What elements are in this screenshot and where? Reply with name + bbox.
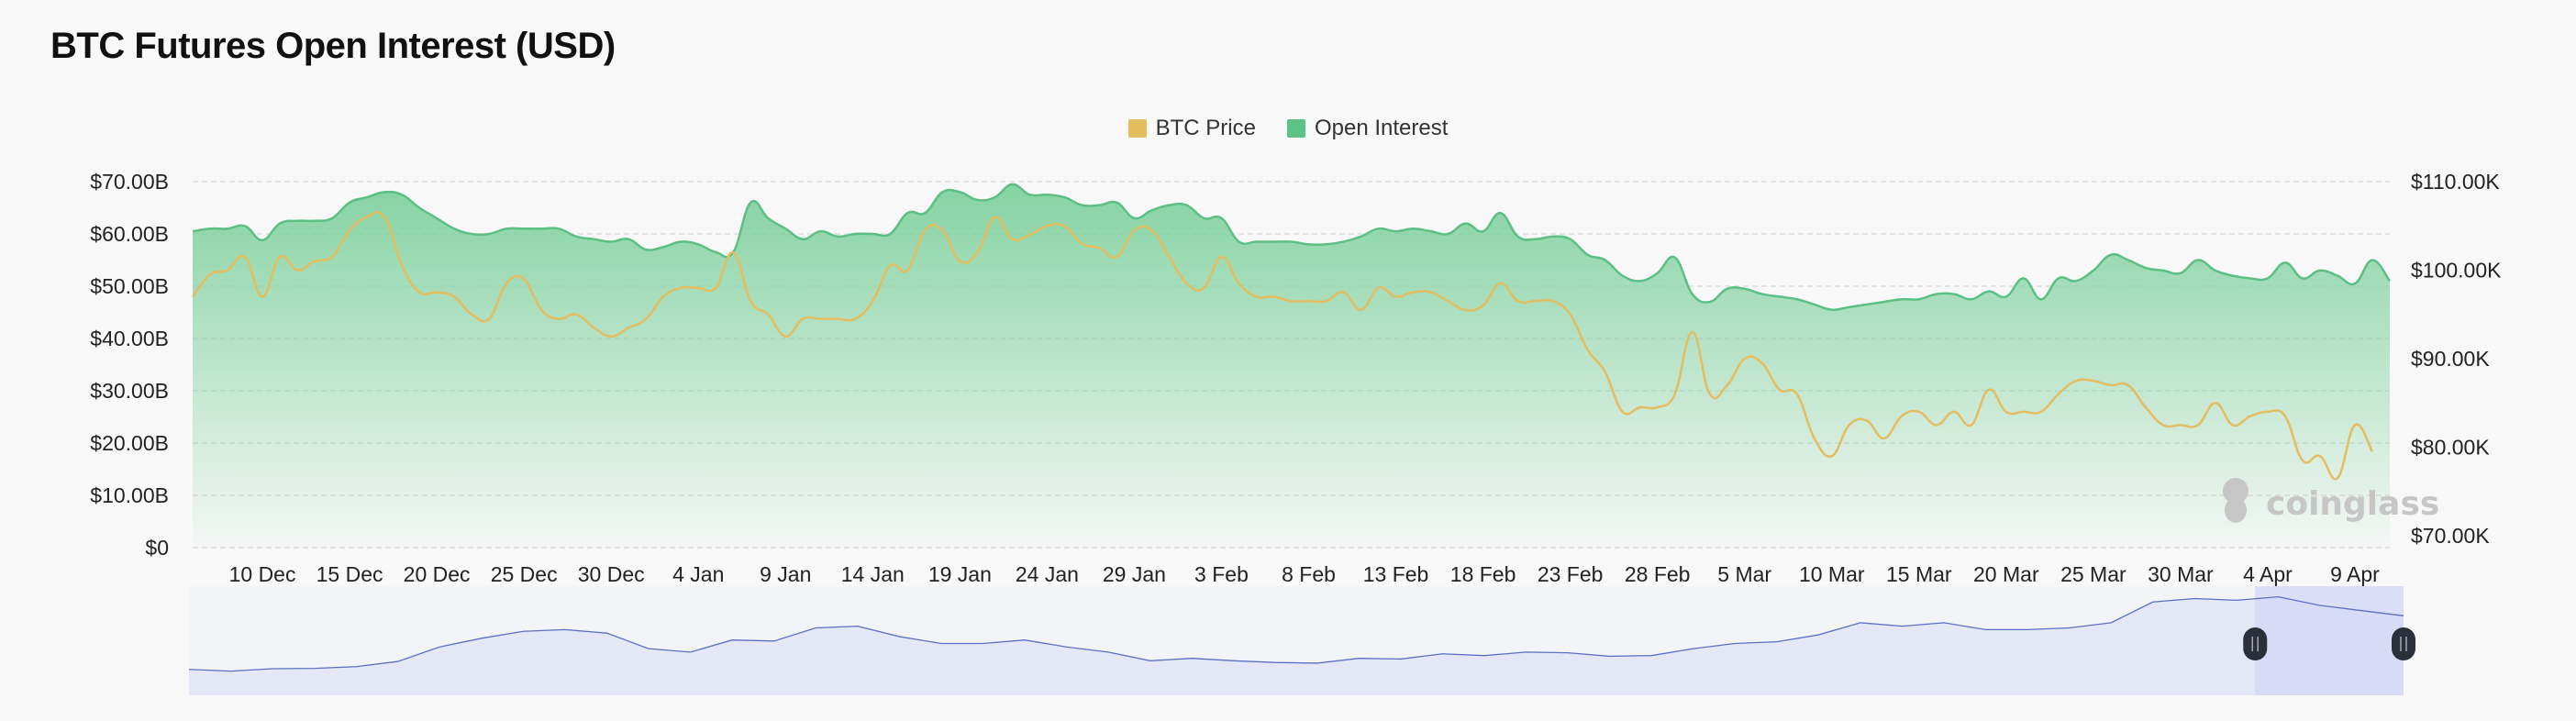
- x-tick-label: 5 Mar: [1717, 562, 1771, 586]
- y-right-tick-label: $90.00K: [2411, 347, 2490, 371]
- x-tick-label: 19 Jan: [928, 562, 992, 586]
- square-icon: [1286, 119, 1305, 138]
- x-tick-label: 14 Jan: [841, 562, 905, 586]
- x-tick-label: 28 Feb: [1625, 562, 1691, 586]
- legend: BTC Price Open Interest: [0, 116, 2576, 141]
- handle-grip-icon: [2243, 627, 2268, 660]
- x-tick-label: 9 Apr: [2330, 562, 2380, 586]
- square-icon: [1127, 119, 1147, 138]
- x-tick-label: 8 Feb: [1282, 562, 1336, 586]
- y-axis-right: $70.00K $80.00K $90.00K $100.00K $110.00K: [2411, 170, 2502, 548]
- x-tick-label: 4 Jan: [672, 562, 724, 586]
- navigator-handle-right[interactable]: [2392, 627, 2415, 660]
- y-left-tick-label: $40.00B: [90, 327, 169, 350]
- y-left-tick-label: $70.00B: [90, 170, 169, 194]
- x-tick-label: 24 Jan: [1016, 562, 1079, 586]
- legend-item-open-interest[interactable]: Open Interest: [1286, 116, 1449, 141]
- navigator[interactable]: [188, 586, 2415, 695]
- x-tick-label: 30 Mar: [2148, 562, 2214, 586]
- open-interest-line: [192, 183, 2392, 311]
- x-tick-label: 15 Mar: [1886, 562, 1952, 586]
- y-axis-left: $0 $10.00B $20.00B $30.00B $40.00B $50.00B $60…: [90, 170, 169, 560]
- y-left-tick-label: $30.00B: [90, 379, 169, 403]
- y-right-tick-label: $110.00K: [2411, 170, 2500, 194]
- x-tick-label: 30 Dec: [578, 562, 645, 586]
- y-left-tick-label: $0: [145, 536, 169, 560]
- x-tick-label: 9 Jan: [760, 562, 811, 586]
- x-tick-label: 25 Dec: [491, 562, 558, 586]
- y-right-tick-label: $100.00K: [2411, 259, 2502, 283]
- handle-grip-icon: [2392, 627, 2415, 660]
- x-tick-label: 10 Mar: [1799, 562, 1865, 586]
- navigator-handle-left[interactable]: [2243, 627, 2268, 660]
- x-tick-label: 10 Dec: [229, 562, 296, 586]
- legend-label: BTC Price: [1155, 116, 1256, 140]
- x-tick-label: 13 Feb: [1363, 562, 1429, 586]
- x-axis: 10 Dec 15 Dec 20 Dec 25 Dec 30 Dec 4 Jan 9 Jan…: [229, 562, 2381, 586]
- y-left-tick-label: $20.00B: [90, 431, 169, 455]
- btc-price-line: [192, 210, 2374, 481]
- x-tick-label: 29 Jan: [1103, 562, 1166, 586]
- y-left-tick-label: $60.00B: [90, 222, 169, 246]
- x-tick-label: 20 Mar: [1973, 562, 2039, 586]
- navigator-line: [188, 595, 2404, 672]
- x-tick-label: 20 Dec: [404, 562, 471, 586]
- watermark-text: coinglass: [2266, 485, 2439, 523]
- legend-label: Open Interest: [1314, 116, 1449, 140]
- legend-item-btc-price[interactable]: BTC Price: [1127, 116, 1256, 141]
- x-tick-label: 23 Feb: [1538, 562, 1604, 586]
- y-right-tick-label: $70.00K: [2411, 524, 2490, 548]
- open-interest-area: [193, 183, 2390, 548]
- chart-title: BTC Futures Open Interest (USD): [50, 26, 616, 66]
- x-tick-label: 4 Apr: [2243, 562, 2293, 586]
- navigator-selection[interactable]: [2255, 586, 2404, 695]
- x-tick-label: 3 Feb: [1194, 562, 1249, 586]
- x-tick-label: 25 Mar: [2060, 562, 2126, 586]
- x-tick-label: 15 Dec: [316, 562, 383, 586]
- y-left-tick-label: $10.00B: [90, 483, 169, 507]
- y-right-tick-label: $80.00K: [2411, 436, 2490, 460]
- navigator-area: [189, 596, 2404, 695]
- y-left-tick-label: $50.00B: [90, 274, 169, 298]
- x-tick-label: 18 Feb: [1450, 562, 1516, 586]
- coinglass-watermark: coinglass: [2223, 478, 2439, 523]
